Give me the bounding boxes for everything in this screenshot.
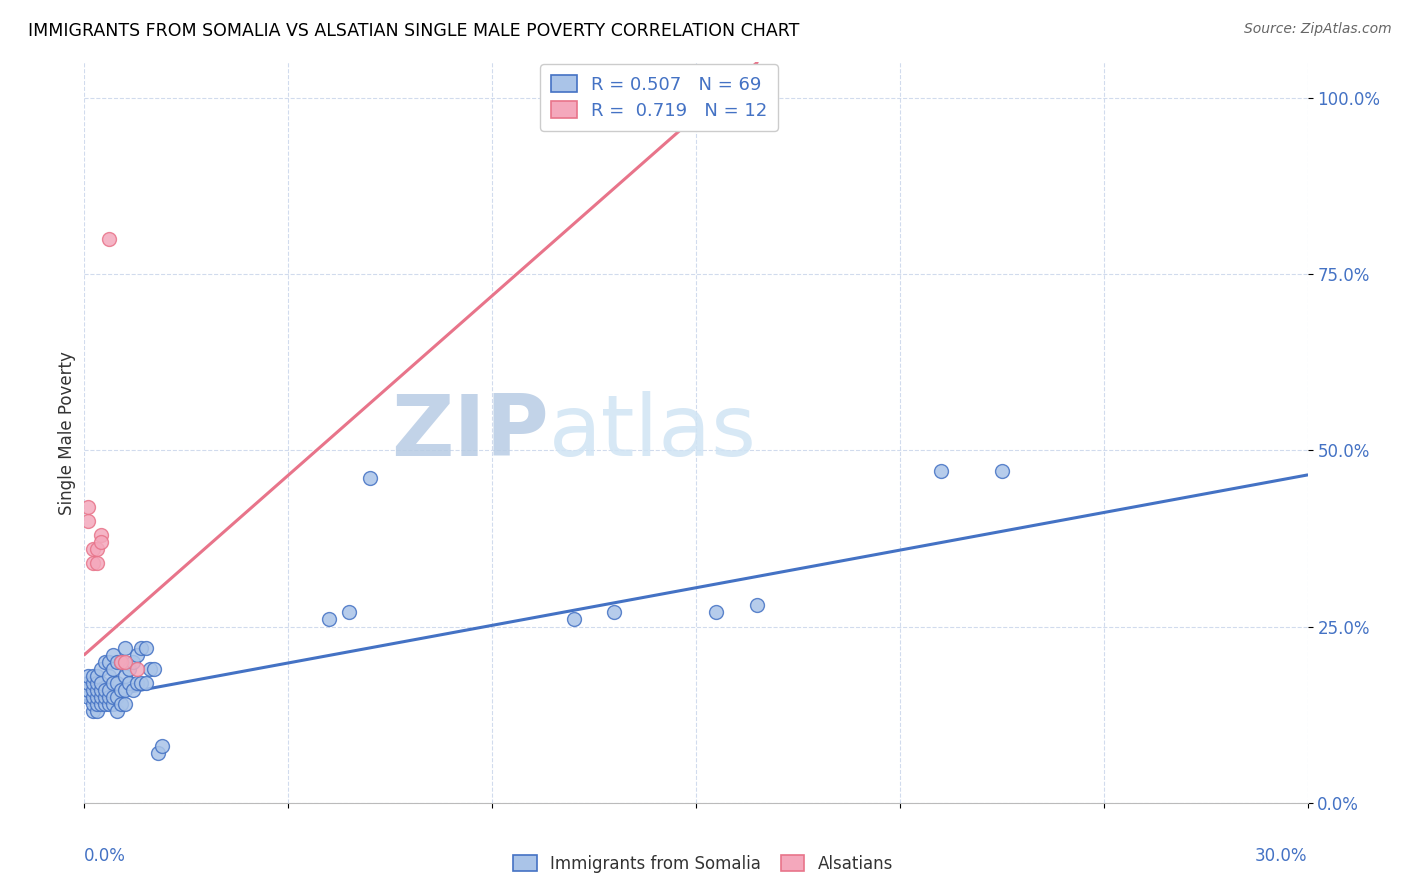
Point (93, 697, 115, 711)
Point (318, 612, 340, 626)
Point (82, 556, 104, 570)
Point (93, 683, 115, 698)
Point (101, 676, 124, 690)
Point (150, 739, 173, 754)
Point (86, 541, 108, 556)
Point (90, 683, 112, 698)
Text: ZIP: ZIP (391, 391, 550, 475)
Point (77, 683, 100, 698)
Legend: Immigrants from Somalia, Alsatians: Immigrants from Somalia, Alsatians (506, 848, 900, 880)
Point (90, 690, 112, 704)
Point (82, 704, 104, 718)
Point (105, 704, 128, 718)
Point (97, 683, 120, 698)
Legend: R = 0.507   N = 69, R =  0.719   N = 12: R = 0.507 N = 69, R = 0.719 N = 12 (540, 64, 778, 130)
Point (114, 655, 136, 669)
Point (82, 541, 104, 556)
Point (138, 662, 160, 676)
Point (101, 648, 124, 662)
Point (118, 662, 141, 676)
Point (110, 683, 132, 698)
Point (77, 690, 100, 704)
Point (90, 528, 112, 542)
Point (118, 676, 141, 690)
Point (93, 690, 115, 704)
Point (991, 464, 1014, 478)
Point (90, 662, 112, 676)
Point (114, 683, 136, 698)
Point (131, 676, 153, 690)
Point (110, 697, 132, 711)
Point (122, 655, 145, 669)
Point (359, 471, 381, 485)
Point (86, 676, 108, 690)
Point (77, 500, 100, 514)
Point (97, 690, 120, 704)
Y-axis label: Single Male Poverty: Single Male Poverty (58, 351, 76, 515)
Point (77, 514, 100, 528)
Point (339, 606, 361, 620)
Point (77, 676, 100, 690)
Point (86, 556, 108, 570)
Point (90, 535, 112, 549)
Point (131, 640, 153, 655)
Point (127, 676, 149, 690)
Point (747, 599, 769, 613)
Point (90, 697, 112, 711)
Point (93, 655, 115, 669)
Point (86, 683, 108, 698)
Point (105, 690, 128, 704)
Point (86, 690, 108, 704)
Point (114, 697, 136, 711)
Text: 0.0%: 0.0% (84, 847, 127, 865)
Point (135, 676, 157, 690)
Point (101, 662, 124, 676)
Point (127, 662, 149, 676)
Point (82, 697, 104, 711)
Point (82, 683, 104, 698)
Text: IMMIGRANTS FROM SOMALIA VS ALSATIAN SINGLE MALE POVERTY CORRELATION CHART: IMMIGRANTS FROM SOMALIA VS ALSATIAN SING… (28, 22, 800, 40)
Point (82, 676, 104, 690)
Point (86, 669, 108, 683)
Point (97, 697, 120, 711)
Point (86, 704, 108, 718)
Point (97, 232, 120, 246)
Point (562, 612, 585, 626)
Point (97, 669, 120, 683)
Point (101, 690, 124, 704)
Point (122, 683, 145, 698)
Point (105, 676, 128, 690)
Text: atlas: atlas (550, 391, 758, 475)
Point (706, 606, 728, 620)
Point (114, 669, 136, 683)
Point (97, 655, 120, 669)
Point (90, 676, 112, 690)
Point (105, 655, 128, 669)
Point (135, 640, 157, 655)
Point (110, 655, 132, 669)
Point (101, 697, 124, 711)
Point (82, 690, 104, 704)
Text: 30.0%: 30.0% (1256, 847, 1308, 865)
Point (929, 464, 952, 478)
Point (127, 648, 149, 662)
Text: Source: ZipAtlas.com: Source: ZipAtlas.com (1244, 22, 1392, 37)
Point (142, 662, 165, 676)
Point (82, 669, 104, 683)
Point (603, 606, 626, 620)
Point (77, 669, 100, 683)
Point (110, 655, 132, 669)
Point (86, 697, 108, 711)
Point (146, 747, 169, 761)
Point (114, 640, 136, 655)
